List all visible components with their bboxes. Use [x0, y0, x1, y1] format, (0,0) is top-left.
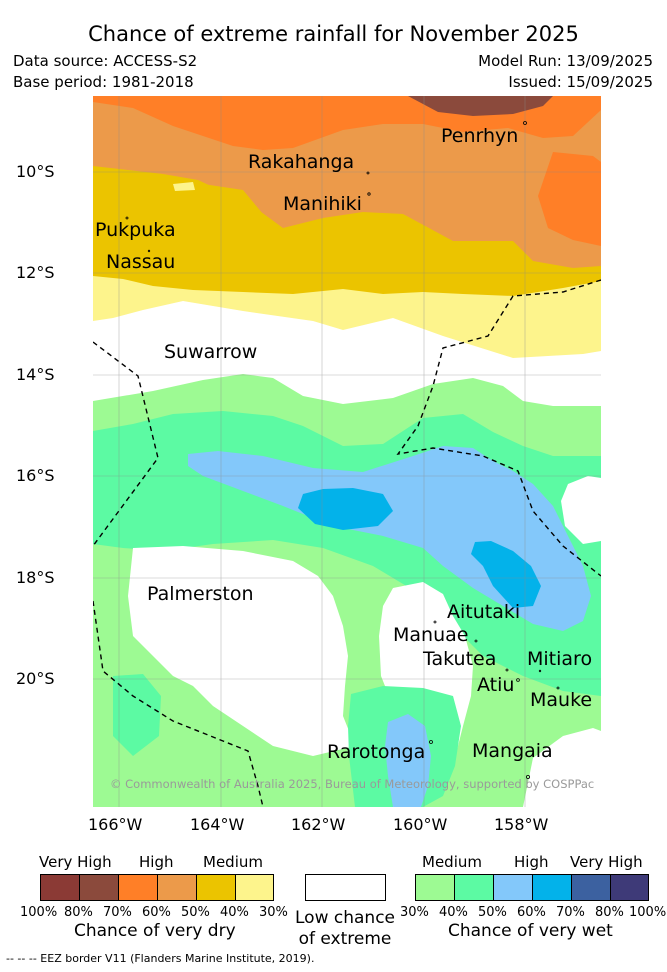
lat-label-16s: 16°S: [16, 466, 55, 485]
place-aitutaki: Aitutaki: [447, 601, 521, 623]
legend-low-caption-line2: of extreme: [298, 929, 392, 949]
copyright-notice: © Commonwealth of Australia 2025, Bureau…: [110, 777, 595, 791]
legend-dry-tick-40: 40%: [220, 905, 249, 920]
dry-40-patch: [173, 182, 195, 191]
legend-dry-tick-70: 70%: [103, 905, 132, 920]
place-rakahanga: Rakahanga: [248, 151, 355, 173]
legend-wet-header-medium: Medium: [422, 853, 482, 871]
legend-wet-header-high: High: [514, 853, 549, 871]
legend-wet-tick-100: 100%: [629, 905, 667, 920]
legend-dry-tick-50: 50%: [181, 905, 210, 920]
wet-50-patch: [188, 446, 591, 631]
place-atiu: Atiu: [477, 674, 515, 696]
place-manuae: Manuae: [393, 624, 469, 646]
place-penrhyn: Penrhyn: [441, 125, 519, 147]
place-pukapuka: Pukpuka: [95, 219, 176, 241]
legend-wet-tick-60: 60%: [517, 905, 546, 920]
legend-swatch-dry-80: [79, 874, 119, 901]
island-markers: [125, 121, 560, 780]
legend-dry-caption: Chance of very dry: [74, 921, 236, 941]
legend-swatch-wet-50: [493, 874, 533, 901]
legend-swatch-wet-70: [571, 874, 611, 901]
dry-70-patch-east: [538, 152, 601, 246]
legend-swatch-wet-30: [415, 874, 455, 901]
base-period: Base period: 1981-2018: [13, 73, 194, 91]
place-mauke: Mauke: [530, 689, 593, 711]
legend-dry-tick-60: 60%: [142, 905, 171, 920]
dry-50-patch: [163, 184, 263, 226]
legend-dry-header-medium: Medium: [203, 853, 263, 871]
lon-label-164w: 164°W: [190, 815, 245, 834]
place-mitiaro: Mitiaro: [527, 648, 593, 670]
legend-swatch-low-chance: [305, 874, 386, 901]
legend-dry-tick-80: 80%: [64, 905, 93, 920]
legend-swatch-dry-70: [118, 874, 158, 901]
legend-low-caption-line1: Low chance: [295, 908, 395, 928]
place-palmerston: Palmerston: [147, 583, 254, 605]
legend-dry-tick-30: 30%: [259, 905, 288, 920]
gridlines: [93, 96, 601, 807]
legend-wet-tick-70: 70%: [556, 905, 585, 920]
low-chance-hole-center: [128, 546, 355, 756]
low-chance-hole-northeast: [561, 476, 601, 544]
map-title: Chance of extreme rainfall for November …: [88, 22, 579, 46]
legend-wet-header-very-high: Very High: [570, 853, 643, 871]
lon-label-166w: 166°W: [88, 815, 143, 834]
issued-date: Issued: 15/09/2025: [508, 73, 653, 91]
legend-wet-tick-50: 50%: [478, 905, 507, 920]
legend-wet-tick-40: 40%: [439, 905, 468, 920]
rainfall-map: [93, 96, 601, 807]
place-takutea: Takutea: [423, 648, 497, 670]
eez-border: [93, 279, 601, 807]
legend-swatch-dry-50: [196, 874, 236, 901]
place-manihiki: Manihiki: [283, 193, 362, 215]
place-rarotonga: Rarotonga: [327, 741, 426, 763]
legend-swatch-wet-40: [454, 874, 494, 901]
place-nassau: Nassau: [106, 251, 176, 273]
lat-label-14s: 14°S: [16, 365, 55, 384]
lat-label-10s: 10°S: [16, 162, 55, 181]
legend-dry-tick-100: 100%: [20, 905, 58, 920]
wet-60-patch-east: [471, 541, 541, 608]
lon-label-160w: 160°W: [393, 815, 448, 834]
legend-dry-header-very-high: Very High: [39, 853, 112, 871]
low-chance-hole-southeast: [523, 728, 601, 807]
model-run: Model Run: 13/09/2025: [478, 52, 653, 70]
dry-80-patch: [408, 96, 553, 116]
place-suwarrow: Suwarrow: [164, 341, 258, 363]
legend-swatch-wet-60: [532, 874, 572, 901]
legend-dry-header-high: High: [139, 853, 174, 871]
data-source: Data source: ACCESS-S2: [13, 52, 198, 70]
legend-swatch-dry-40: [235, 874, 274, 901]
legend-wet-tick-30: 30%: [400, 905, 429, 920]
legend-wet-tick-80: 80%: [595, 905, 624, 920]
lon-label-162w: 162°W: [291, 815, 346, 834]
lat-label-12s: 12°S: [16, 263, 55, 282]
lat-label-18s: 18°S: [16, 568, 55, 587]
legend-wet-caption: Chance of very wet: [448, 921, 613, 941]
legend-swatch-dry-60: [157, 874, 197, 901]
wet-50-patch-south: [385, 714, 431, 807]
legend-swatch-dry-100: [40, 874, 80, 901]
place-mangaia: Mangaia: [472, 740, 553, 762]
lat-label-20s: 20°S: [16, 669, 55, 688]
lon-label-158w: 158°W: [494, 815, 549, 834]
legend-swatch-wet-80: [610, 874, 649, 901]
eez-footnote: -- -- -- EEZ border V11 (Flanders Marine…: [6, 952, 315, 965]
wet-40-patch-west: [113, 674, 161, 756]
